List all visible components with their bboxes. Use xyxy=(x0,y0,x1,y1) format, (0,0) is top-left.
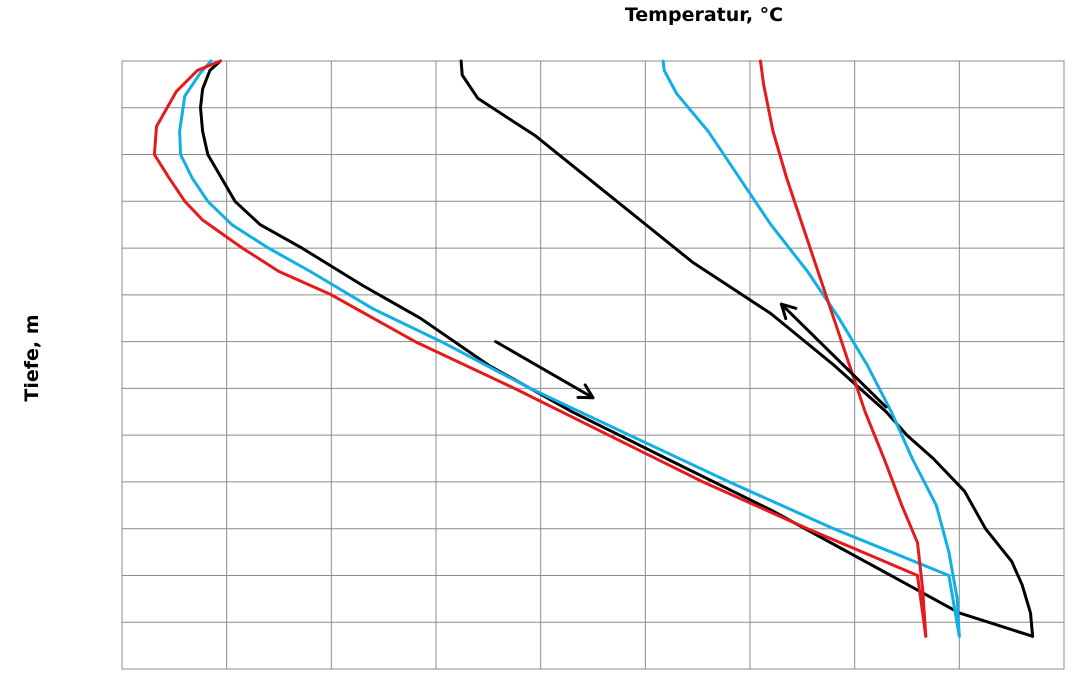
arrow-head-2 xyxy=(779,302,798,321)
plot-frame xyxy=(121,60,1065,670)
arrow-head-1 xyxy=(576,383,595,400)
series-line-4 xyxy=(661,59,961,638)
series-line-2 xyxy=(459,59,1035,638)
arrow-2 xyxy=(779,302,888,409)
x-axis-title: Temperatur, °C xyxy=(625,4,783,26)
series-group xyxy=(152,59,1035,638)
y-axis-title: Tiefe, m xyxy=(21,314,43,401)
grid xyxy=(122,61,1064,669)
series-line-1 xyxy=(199,59,1035,638)
series-line-5 xyxy=(152,59,928,638)
series-line-3 xyxy=(178,59,961,638)
series-line-6 xyxy=(759,59,928,638)
arrow-1 xyxy=(494,340,595,400)
annotation-group xyxy=(494,302,888,409)
